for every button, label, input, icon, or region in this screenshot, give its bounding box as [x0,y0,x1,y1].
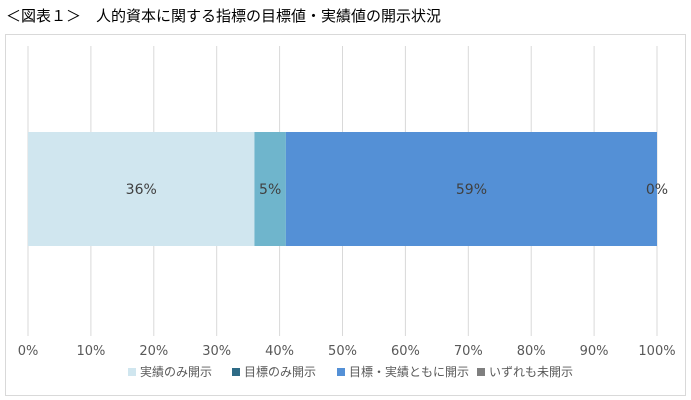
legend-marker [477,368,485,376]
x-tick-label: 70% [454,344,483,359]
x-tick-label: 30% [202,344,231,359]
data-label: 0% [646,182,668,198]
data-label: 36% [126,182,157,198]
legend-label: いずれも未開示 [489,365,573,379]
chart-area: 0% 10% 20% 30% 40% 50% 60% 70% 80% 90% 100% 36% 5% 59… [5,34,686,396]
x-tick-label: 60% [391,344,420,359]
bar-segment [285,132,657,246]
data-label: 59% [456,182,487,198]
legend-marker [232,368,240,376]
x-tick-label: 20% [139,344,168,359]
x-tick-label: 90% [580,344,609,359]
x-tick-label: 50% [328,344,357,359]
legend-marker [337,368,345,376]
x-tick-label: 10% [76,344,105,359]
x-tick-label: 80% [517,344,546,359]
data-label: 5% [259,182,281,198]
legend-label: 実績のみ開示 [140,364,212,379]
chart-title: ＜図表１＞ 人的資本に関する指標の目標値・実績値の開示状況 [6,7,442,25]
legend-label: 目標・実績ともに開示 [349,364,469,379]
legend-label: 目標のみ開示 [244,365,316,379]
stacked-bar-chart: 0% 10% 20% 30% 40% 50% 60% 70% 80% 90% 100% 36% 5% 59… [18,46,676,379]
x-tick-label: 100% [638,344,675,359]
x-tick-label: 40% [265,344,294,359]
legend-marker [128,368,136,376]
bar-segment [28,132,255,246]
bar-segment [254,132,286,246]
x-tick-label: 0% [18,344,39,359]
